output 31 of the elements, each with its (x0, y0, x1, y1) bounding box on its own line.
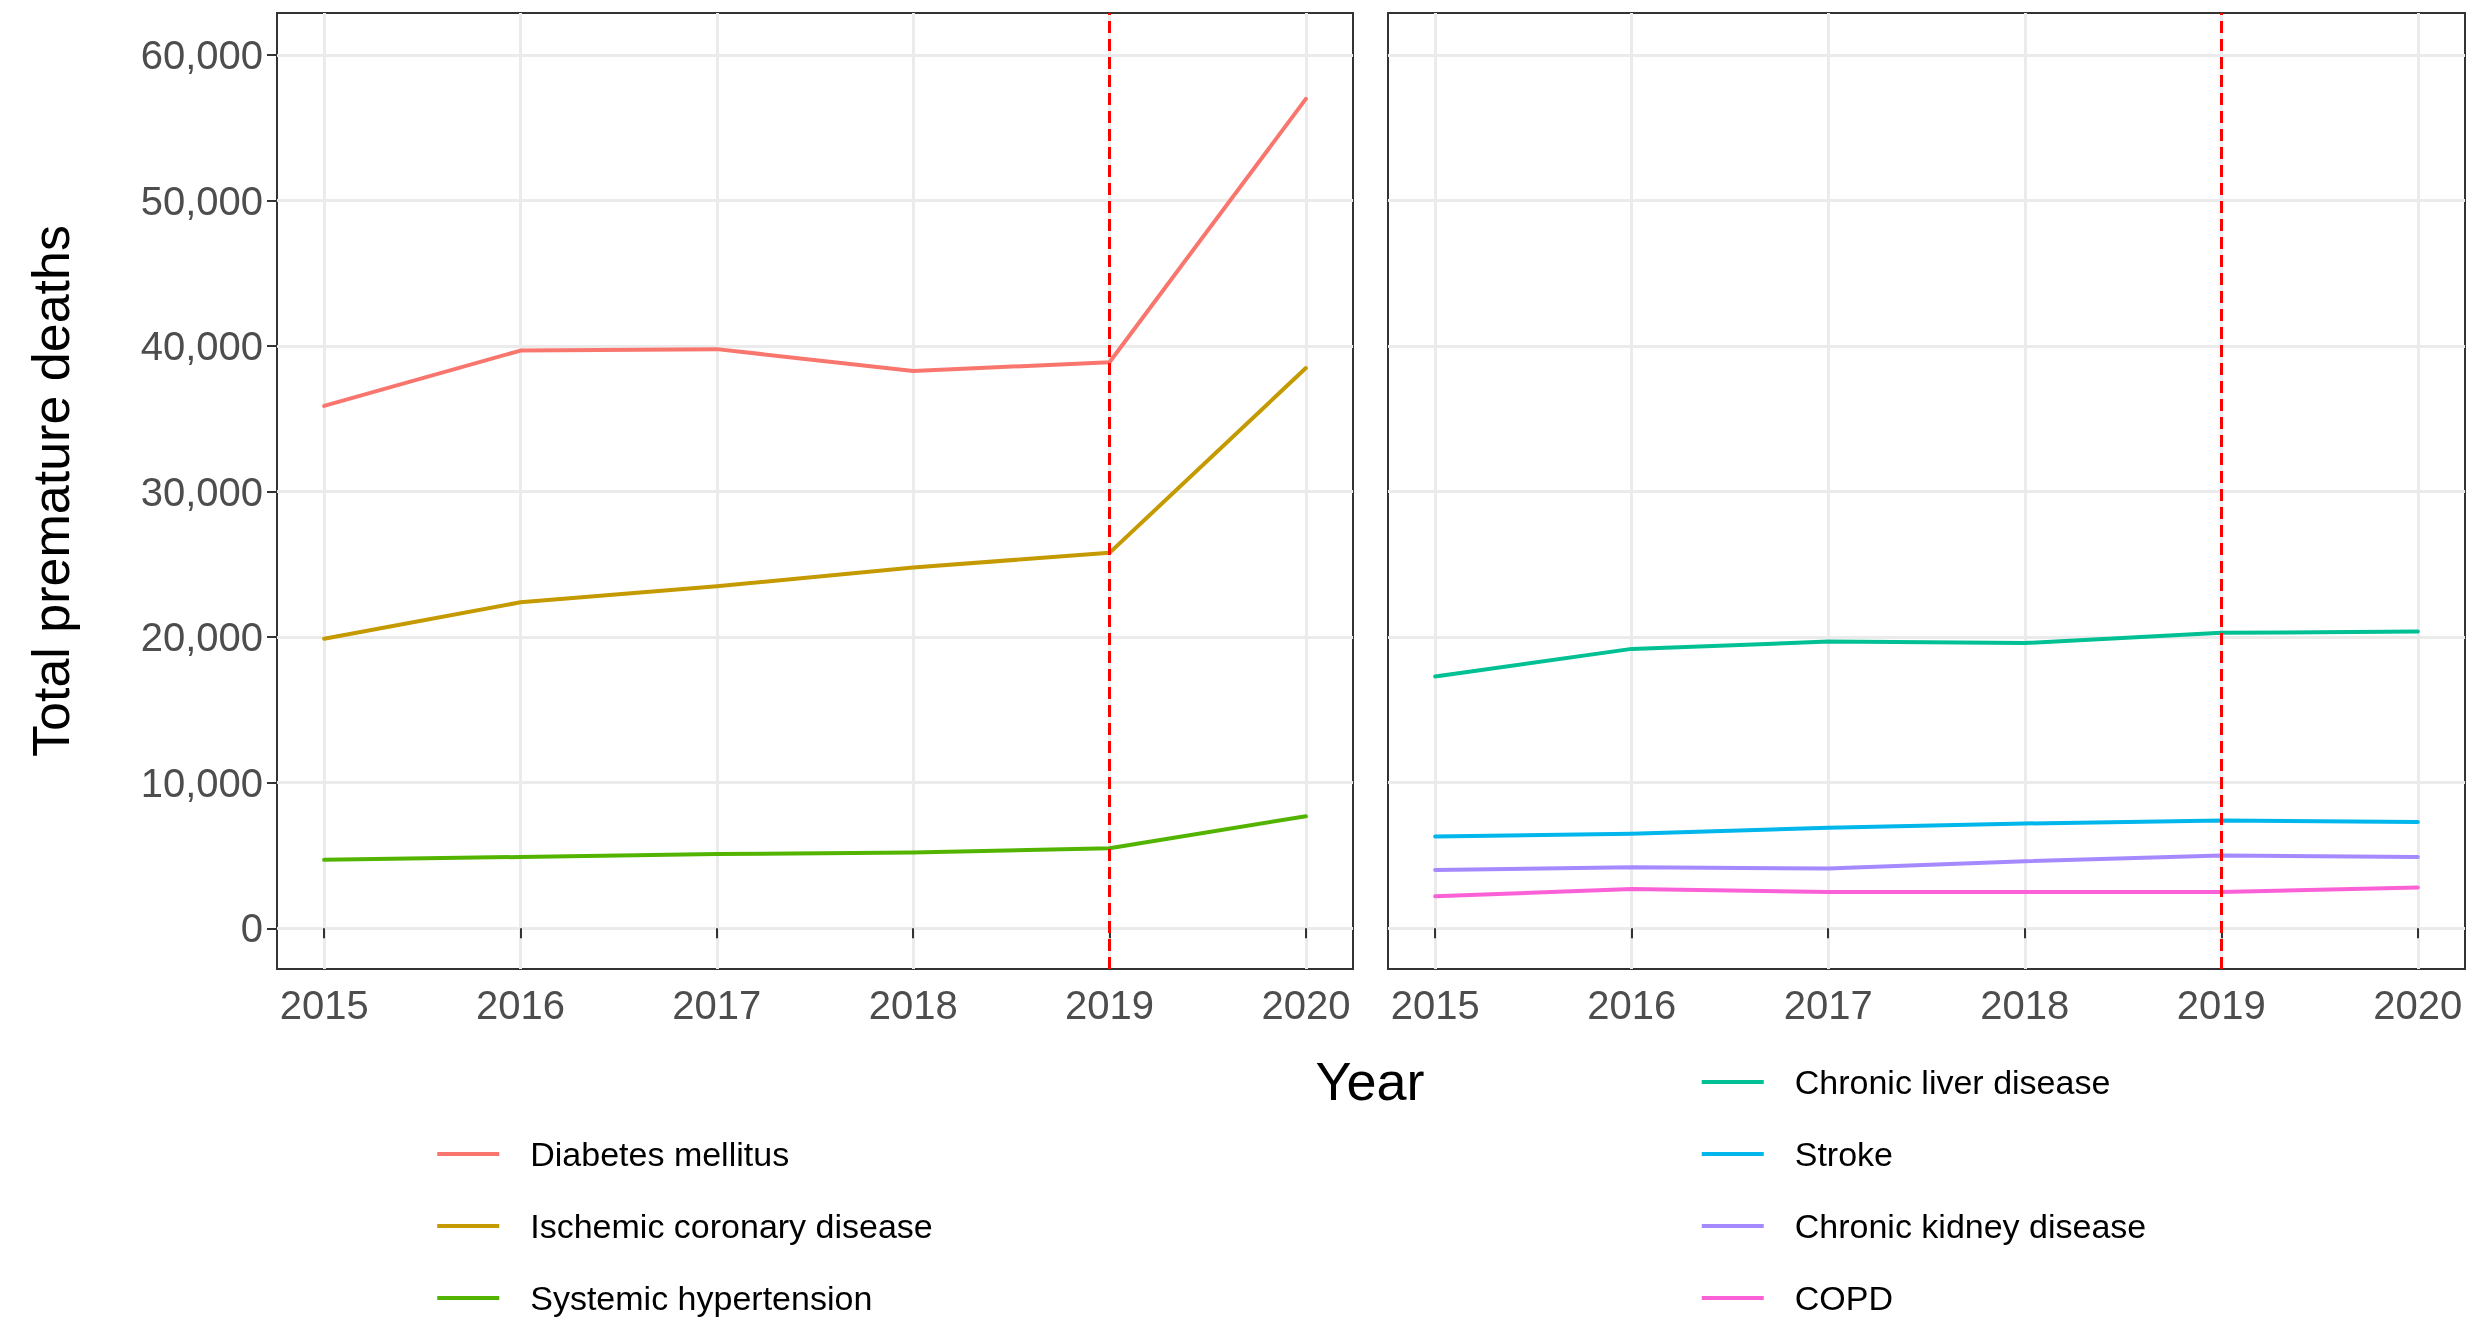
line-series (322, 96, 1308, 408)
x-tick-label: 2017 (1783, 983, 1873, 1027)
legend-label: Diabetes mellitus (530, 1135, 790, 1173)
x-tick-label: 2017 (672, 983, 762, 1027)
x-axis-title: Year (1315, 1050, 1425, 1112)
x-tick-label: 2020 (2373, 983, 2463, 1027)
x-tick-label: 2015 (1390, 983, 1480, 1027)
y-axis-title: Total premature deaths (22, 225, 80, 757)
legend-label: Stroke (1794, 1135, 1893, 1173)
x-tick-label: 2016 (1587, 983, 1677, 1027)
y-tick-label: 60,000 (140, 33, 263, 78)
x-tick-label: 2015 (279, 983, 369, 1027)
y-tick-label: 10,000 (140, 760, 263, 805)
y-tick-label: 20,000 (140, 615, 263, 660)
legend-label: Chronic liver disease (1794, 1063, 2111, 1101)
legend-label: Systemic hypertension (530, 1279, 873, 1317)
y-tick-label: 50,000 (140, 178, 263, 223)
legend-label: Chronic kidney disease (1794, 1207, 2147, 1245)
line-series (322, 366, 1308, 641)
y-tick-label: 30,000 (140, 469, 263, 514)
x-tick-label: 2020 (1261, 983, 1351, 1027)
legend-label: Ischemic coronary disease (530, 1207, 933, 1245)
x-tick-label: 2019 (2176, 983, 2266, 1027)
x-tick-label: 2016 (475, 983, 565, 1027)
line-series (322, 814, 1308, 862)
x-tick-label: 2018 (868, 983, 958, 1027)
legend-label: COPD (1794, 1279, 1893, 1317)
x-tick-label: 2019 (1065, 983, 1155, 1027)
y-tick-label: 40,000 (140, 324, 263, 369)
y-tick-label: 0 (240, 906, 263, 951)
x-tick-label: 2018 (1980, 983, 2070, 1027)
